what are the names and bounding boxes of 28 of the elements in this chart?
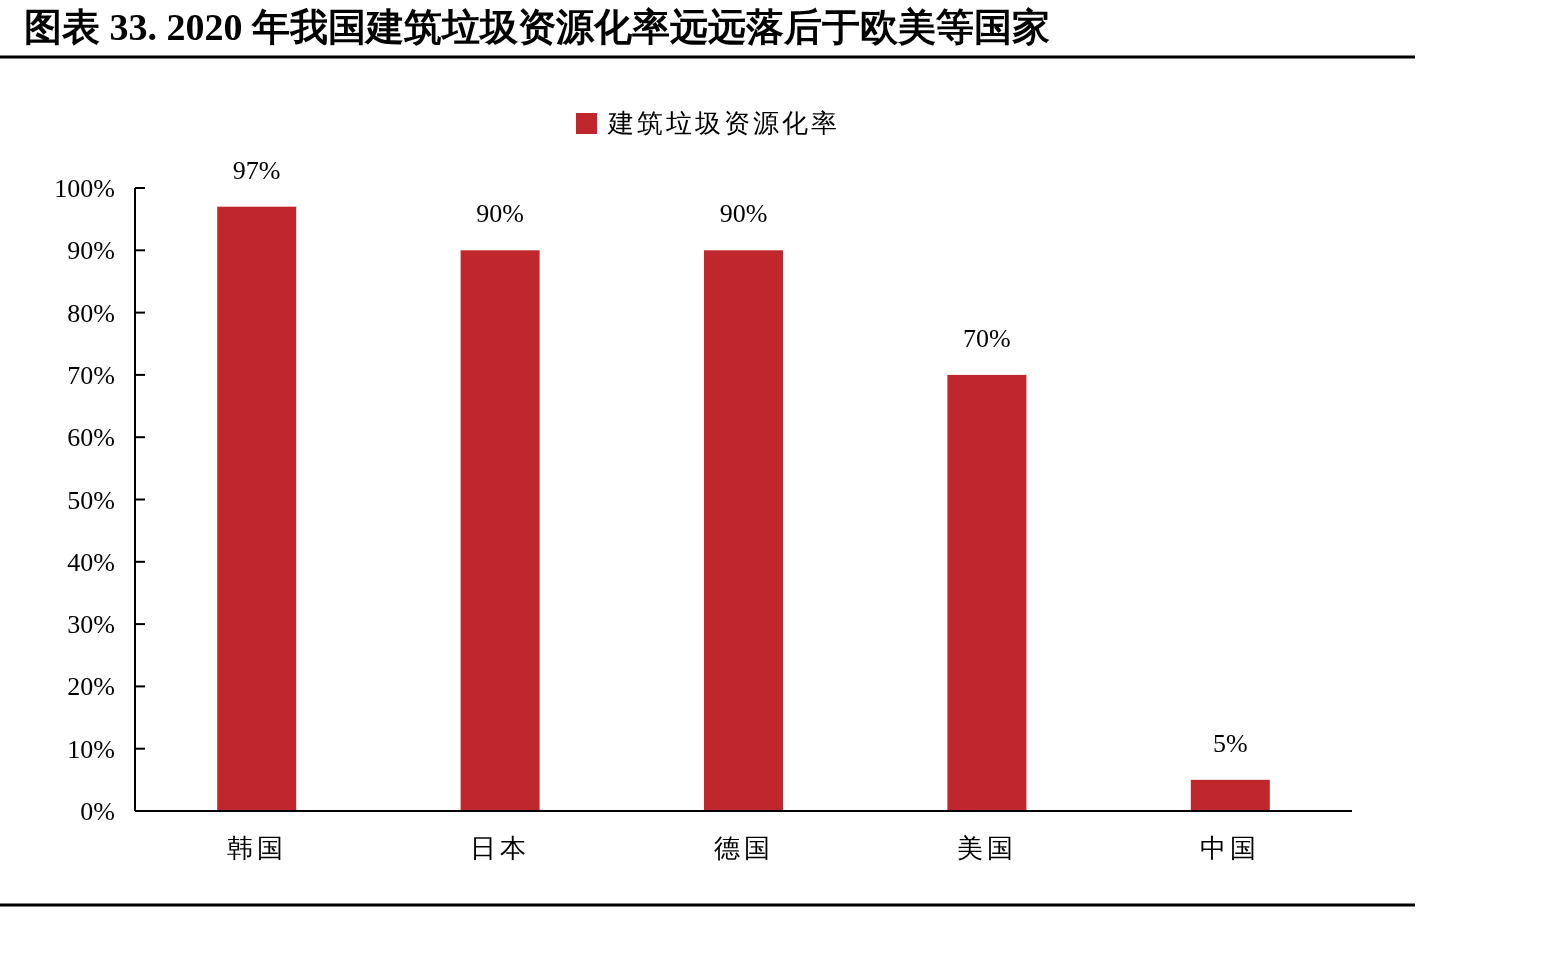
y-tick-label: 70%: [67, 360, 115, 390]
y-tick-label: 100%: [54, 174, 115, 203]
y-tick-label: 0%: [80, 797, 115, 826]
data-label: 90%: [476, 199, 524, 229]
x-tick-label: 日本: [470, 834, 531, 863]
data-label: 97%: [232, 155, 281, 185]
y-tick-label: 80%: [67, 298, 115, 328]
x-tick-label: 韩国: [226, 834, 287, 863]
y-tick-label: 20%: [67, 672, 115, 702]
x-tick-label: 中国: [1200, 834, 1261, 863]
y-tick-label: 60%: [67, 423, 115, 453]
bar: [947, 374, 1027, 811]
bar: [1190, 779, 1270, 811]
y-tick-label: 40%: [67, 547, 115, 577]
y-tick-label: 10%: [67, 734, 115, 764]
y-tick-label: 50%: [67, 485, 115, 515]
y-tick-label: 90%: [67, 236, 115, 266]
bar: [704, 250, 783, 811]
chart-title: 图表 33. 2020 年我国建筑垃圾资源化率远远落后于欧美等国家: [24, 6, 1050, 48]
y-tick-label: 30%: [67, 610, 115, 640]
data-label: 5%: [1212, 728, 1248, 758]
data-label: 70%: [963, 323, 1011, 353]
x-tick-label: 美国: [956, 834, 1017, 863]
data-label: 90%: [719, 199, 768, 229]
bar: [460, 250, 540, 811]
x-tick-label: 德国: [713, 834, 774, 863]
bar: [217, 206, 297, 811]
legend-label: 建筑垃圾资源化率: [607, 109, 840, 138]
